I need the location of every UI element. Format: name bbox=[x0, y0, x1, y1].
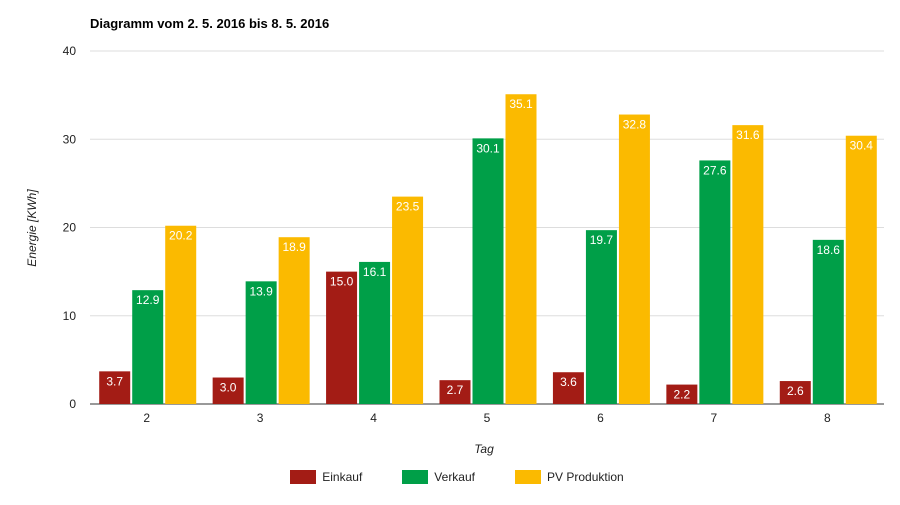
y-axis-ticks: 0 10 20 30 40 bbox=[63, 44, 77, 411]
data-label: 13.9 bbox=[249, 284, 273, 298]
data-label: 2.2 bbox=[674, 388, 691, 402]
y-tick-label: 0 bbox=[69, 397, 76, 411]
x-tick-label: 8 bbox=[824, 411, 831, 425]
legend-swatch bbox=[515, 470, 541, 484]
x-tick-label: 4 bbox=[370, 411, 377, 425]
bar-einkauf-8 bbox=[779, 381, 811, 404]
bar-einkauf-5 bbox=[439, 380, 471, 404]
legend-label: Einkauf bbox=[322, 470, 363, 484]
bar-pv-produktion-6 bbox=[618, 114, 650, 404]
bar-pv-produktion-2 bbox=[165, 225, 197, 404]
legend-label: PV Produktion bbox=[547, 470, 624, 484]
data-label: 32.8 bbox=[623, 118, 647, 132]
data-label: 3.7 bbox=[106, 374, 123, 388]
data-label: 3.6 bbox=[560, 375, 577, 389]
chart-title: Diagramm vom 2. 5. 2016 bis 8. 5. 2016 bbox=[90, 16, 330, 31]
x-tick-label: 5 bbox=[484, 411, 491, 425]
bar-verkauf-4 bbox=[359, 261, 391, 404]
data-label: 18.9 bbox=[282, 240, 306, 254]
x-tick-label: 7 bbox=[711, 411, 718, 425]
data-label: 12.9 bbox=[136, 293, 160, 307]
bar-pv-produktion-4 bbox=[392, 196, 424, 404]
data-label: 30.4 bbox=[850, 139, 874, 153]
legend: Einkauf Verkauf PV Produktion bbox=[0, 470, 900, 484]
bar-einkauf-3 bbox=[212, 377, 244, 404]
y-tick-label: 40 bbox=[63, 44, 77, 58]
data-labels: 3.7 12.9 20.2 3.0 13.9 18.9 15.0 16.1 23.5 2.7 30.… bbox=[106, 97, 873, 401]
data-label: 3.0 bbox=[220, 381, 237, 395]
data-label: 23.5 bbox=[396, 200, 420, 214]
x-tick-label: 6 bbox=[597, 411, 604, 425]
bar-verkauf-2 bbox=[132, 290, 164, 404]
legend-label: Verkauf bbox=[434, 470, 475, 484]
x-axis-ticks: 2 3 4 5 6 7 8 bbox=[143, 411, 831, 425]
data-label: 16.1 bbox=[363, 265, 387, 279]
x-axis-title: Tag bbox=[474, 442, 494, 456]
y-tick-label: 20 bbox=[63, 221, 77, 235]
data-label: 35.1 bbox=[509, 97, 533, 111]
data-label: 19.7 bbox=[590, 233, 614, 247]
legend-swatch bbox=[402, 470, 429, 484]
legend-item: Einkauf bbox=[290, 470, 362, 484]
bar-pv-produktion-7 bbox=[732, 125, 764, 404]
data-label: 30.1 bbox=[476, 141, 500, 155]
y-tick-label: 30 bbox=[63, 132, 77, 146]
data-label: 2.7 bbox=[447, 383, 464, 397]
bar-einkauf-7 bbox=[666, 384, 698, 404]
x-tick-label: 3 bbox=[257, 411, 264, 425]
data-label: 18.6 bbox=[817, 243, 841, 257]
bar-pv-produktion-3 bbox=[278, 237, 310, 404]
bar-einkauf-4 bbox=[326, 271, 358, 404]
legend-swatch bbox=[290, 470, 317, 484]
bar-einkauf-2 bbox=[99, 371, 131, 404]
bar-pv-produktion-5 bbox=[505, 94, 537, 405]
bar-pv-produktion-8 bbox=[845, 135, 877, 404]
bars bbox=[99, 94, 877, 405]
x-tick-label: 2 bbox=[143, 411, 150, 425]
bar-verkauf-6 bbox=[585, 230, 617, 404]
data-label: 20.2 bbox=[169, 229, 193, 243]
y-axis-title: Energie [KWh] bbox=[25, 189, 39, 267]
legend-item: PV Produktion bbox=[515, 470, 624, 484]
y-tick-label: 10 bbox=[63, 309, 77, 323]
data-label: 2.6 bbox=[787, 384, 804, 398]
bar-verkauf-5 bbox=[472, 138, 504, 404]
data-label: 27.6 bbox=[703, 163, 727, 177]
bar-verkauf-8 bbox=[812, 239, 844, 404]
bar-einkauf-6 bbox=[552, 372, 584, 404]
bar-verkauf-3 bbox=[245, 281, 277, 404]
data-label: 15.0 bbox=[330, 275, 354, 289]
data-label: 31.6 bbox=[736, 128, 760, 142]
bar-verkauf-7 bbox=[699, 160, 731, 404]
legend-item: Verkauf bbox=[402, 470, 475, 484]
